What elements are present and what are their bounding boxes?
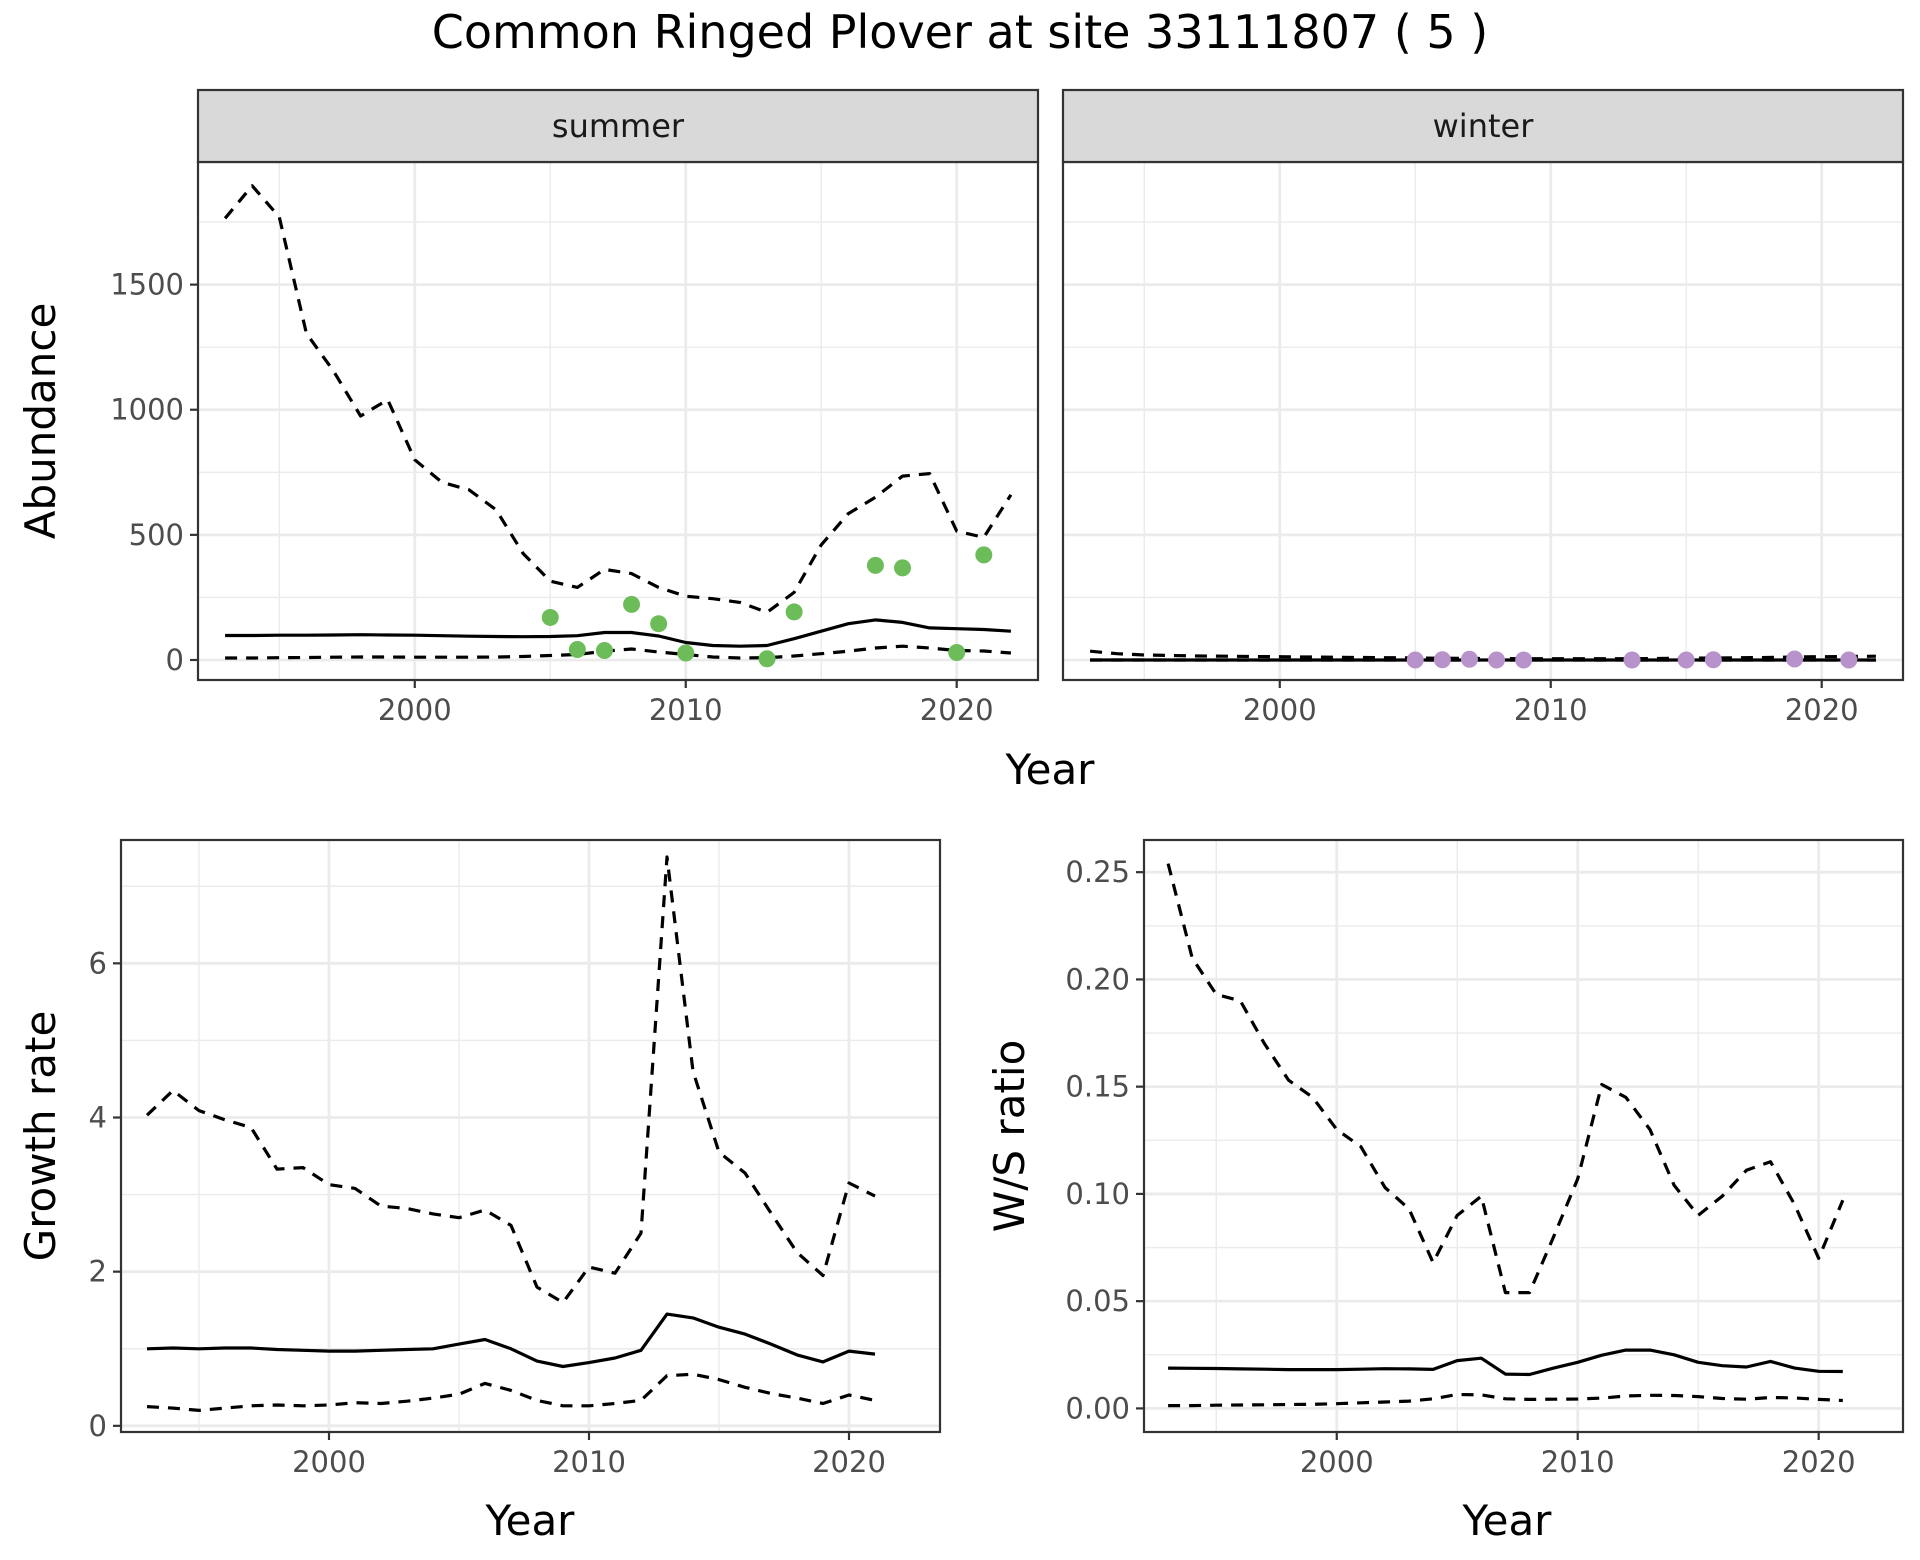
growth-x-tick-label: 2020 bbox=[812, 1445, 886, 1479]
growth-y-tick-label: 0 bbox=[89, 1409, 107, 1443]
growth-upper-bound-line bbox=[145, 855, 876, 1305]
summer-y-tick-label: 500 bbox=[129, 518, 184, 552]
ws-x-tick-label: 2020 bbox=[1782, 1445, 1856, 1479]
growth-x-tick-label: 2000 bbox=[292, 1445, 366, 1479]
growth-rate-x-axis-title: Year bbox=[485, 1496, 576, 1545]
winter-observed-point bbox=[1515, 651, 1533, 669]
ws-ratio-y-axis-title: W/S ratio bbox=[985, 1040, 1034, 1233]
winter-observed-point bbox=[1840, 651, 1858, 669]
winter-panel: 2000 2010 2020 winter bbox=[1061, 88, 1905, 727]
summer-observed-point bbox=[948, 643, 966, 661]
winter-x-tick-label: 2000 bbox=[1243, 693, 1317, 727]
summer-observed-point bbox=[785, 603, 803, 621]
winter-observed-point bbox=[1704, 651, 1722, 669]
winter-upper-bound-line bbox=[1089, 649, 1876, 661]
summer-plot-background bbox=[198, 162, 1038, 680]
ws-ratio-chart: 2000 2010 2020 0.00 0.05 0.10 0.15 0.20 0.25 W/S… bbox=[985, 838, 1905, 1545]
winter-strip bbox=[1061, 88, 1905, 164]
summer-lower-bound-line bbox=[225, 644, 1012, 660]
ws-y-tick-label: 0.25 bbox=[1065, 855, 1130, 889]
ws-y-tick-label: 0.00 bbox=[1065, 1391, 1130, 1425]
summer-observed-point bbox=[541, 608, 559, 626]
summer-observed-point bbox=[975, 546, 993, 564]
ws-x-tick-label: 2000 bbox=[1300, 1445, 1374, 1479]
winter-observed-point bbox=[1623, 651, 1641, 669]
winter-observed-point bbox=[1786, 650, 1804, 668]
ws-y-tick-label: 0.20 bbox=[1065, 962, 1130, 996]
ws-y-tick-label: 0.15 bbox=[1065, 1070, 1130, 1104]
growth-x-tick-label: 2010 bbox=[552, 1445, 626, 1479]
ws-x-tick-label: 2010 bbox=[1541, 1445, 1615, 1479]
summer-strip bbox=[196, 88, 1040, 164]
ws-estimate-line bbox=[1168, 1348, 1843, 1377]
growth-lower-bound-line bbox=[146, 1372, 876, 1413]
abundance-x-axis-title: Year bbox=[1005, 745, 1096, 794]
winter-x-tick-label: 2010 bbox=[1514, 693, 1588, 727]
ws-ratio-panel: 2000 2010 2020 0.00 0.05 0.10 0.15 0.20 0.25 bbox=[1065, 838, 1905, 1479]
summer-panel: 2000 2010 2020 0 500 1000 1500 summer bbox=[110, 88, 1040, 727]
abundance-y-axis-title: Abundance bbox=[16, 303, 65, 540]
ws-y-tick-label: 0.10 bbox=[1065, 1177, 1130, 1211]
winter-observed-point bbox=[1677, 651, 1695, 669]
ws-plot-background bbox=[1144, 840, 1903, 1432]
summer-observed-point bbox=[595, 641, 613, 659]
summer-observed-point bbox=[623, 595, 641, 613]
growth-rate-chart: 2000 2010 2020 0 2 4 6 Growth rate Year bbox=[16, 838, 942, 1545]
winter-observed-point bbox=[1433, 651, 1451, 669]
summer-estimate-line bbox=[225, 618, 1012, 648]
summer-y-tick-label: 1000 bbox=[110, 393, 184, 427]
ws-panel-border bbox=[1142, 838, 1905, 1434]
growth-plot-background bbox=[121, 840, 940, 1432]
summer-observed-point bbox=[568, 640, 586, 658]
growth-estimate-line bbox=[146, 1312, 876, 1369]
ws-ratio-x-axis-title: Year bbox=[1462, 1496, 1553, 1545]
growth-rate-y-axis-title: Growth rate bbox=[16, 1011, 65, 1262]
ws-upper-bound-line bbox=[1166, 863, 1845, 1295]
summer-observed-point bbox=[677, 644, 695, 662]
summer-strip-label: summer bbox=[552, 107, 685, 145]
summer-x-tick-label: 2000 bbox=[378, 693, 452, 727]
summer-x-tick-label: 2010 bbox=[649, 693, 723, 727]
winter-strip-label: winter bbox=[1433, 107, 1535, 145]
growth-panel-border bbox=[119, 838, 942, 1434]
winter-observed-point bbox=[1488, 651, 1506, 669]
winter-observed-point bbox=[1406, 651, 1424, 669]
growth-y-tick-label: 2 bbox=[89, 1255, 107, 1289]
summer-y-tick-label: 0 bbox=[166, 643, 184, 677]
figure-title: Common Ringed Plover at site 33111807 ( … bbox=[432, 5, 1488, 59]
growth-y-tick-label: 6 bbox=[89, 946, 107, 980]
summer-x-tick-label: 2020 bbox=[920, 693, 994, 727]
summer-observed-point bbox=[650, 615, 668, 633]
winter-plot-background bbox=[1063, 162, 1903, 680]
summer-upper-bound-line bbox=[223, 184, 1013, 615]
growth-rate-panel: 2000 2010 2020 0 2 4 6 bbox=[89, 838, 942, 1479]
ws-y-tick-label: 0.05 bbox=[1065, 1284, 1130, 1318]
ws-lower-bound-line bbox=[1168, 1392, 1843, 1408]
summer-observed-point bbox=[894, 559, 912, 577]
growth-y-tick-label: 4 bbox=[89, 1101, 107, 1135]
summer-observed-point bbox=[758, 650, 776, 668]
winter-observed-point bbox=[1460, 650, 1478, 668]
winter-x-tick-label: 2020 bbox=[1785, 693, 1859, 727]
summer-y-tick-label: 1500 bbox=[110, 268, 184, 302]
summer-observed-point bbox=[866, 556, 884, 574]
